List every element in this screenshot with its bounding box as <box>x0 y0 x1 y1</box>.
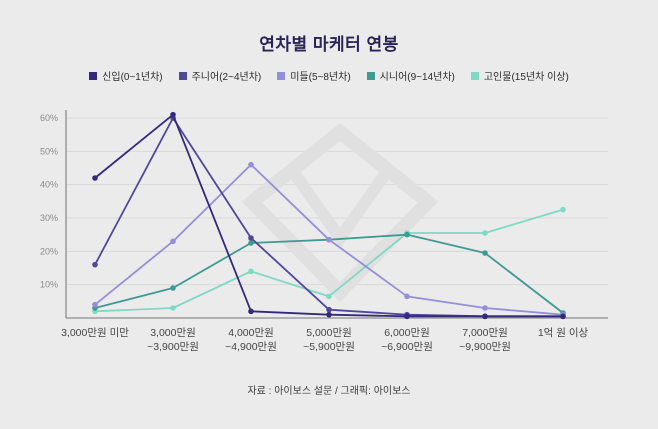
x-tick-label: ~9,900만원 <box>459 341 511 353</box>
data-point-marker <box>248 161 254 168</box>
data-point-marker <box>482 313 488 320</box>
legend-item: 미들(5~8년차) <box>277 68 351 83</box>
x-tick-label: 7,000만원 <box>462 327 508 339</box>
data-point-marker <box>482 230 488 236</box>
data-point-marker <box>326 293 332 300</box>
data-point-marker <box>482 250 488 256</box>
y-tick-label: 10% <box>40 280 58 290</box>
data-point-marker <box>326 236 332 243</box>
legend-label: 미들(5~8년차) <box>290 72 351 83</box>
legend: 신입(0~1년차) 주니어(2~4년차) 미들(5~8년차) 시니어(9~14년차) 고… <box>0 68 658 83</box>
data-point-marker <box>560 313 566 320</box>
data-point-marker <box>92 261 98 268</box>
data-point-marker <box>170 238 176 245</box>
legend-item: 고인물(15년차 이상) <box>470 68 569 83</box>
x-tick-label: 3,000만원 <box>150 327 196 339</box>
y-tick-label: 40% <box>40 180 58 190</box>
data-point-marker <box>248 308 254 315</box>
data-point-marker <box>248 235 254 241</box>
y-tick-label: 20% <box>40 246 58 256</box>
legend-swatch <box>366 71 375 80</box>
legend-item: 신입(0~1년차) <box>89 68 163 83</box>
watermark-logo-icon <box>241 123 439 303</box>
legend-label: 시니어(9~14년차) <box>379 72 455 83</box>
x-tick-label: 3,000만원 미만 <box>61 327 129 339</box>
y-tick-label: 30% <box>40 213 58 223</box>
x-tick-label: 1억 원 이상 <box>538 327 589 339</box>
legend-swatch <box>470 71 479 80</box>
x-tick-label: ~6,900만원 <box>381 341 433 353</box>
data-point-marker <box>248 268 254 275</box>
data-point-marker <box>170 111 176 118</box>
x-tick-label: 4,000만원 <box>228 327 274 339</box>
legend-item: 주니어(2~4년차) <box>178 68 262 83</box>
data-point-marker <box>404 231 410 238</box>
y-tick-label: 60% <box>40 113 58 123</box>
data-point-marker <box>326 311 332 318</box>
data-point-marker <box>404 313 410 320</box>
watermark-logo-icon <box>287 166 393 249</box>
data-point-marker <box>404 293 410 300</box>
x-tick-label: 6,000만원 <box>384 327 430 339</box>
x-tick-label: ~3,900만원 <box>147 341 199 353</box>
legend-item: 시니어(9~14년차) <box>366 68 455 83</box>
page-title: 연차별 마케터 연봉 <box>259 35 399 54</box>
legend-label: 고인물(15년차 이상) <box>483 72 569 83</box>
y-tick-label: 50% <box>40 146 58 156</box>
source-caption: 자료 : 아이보스 설문 / 그래픽: 아이보스 <box>247 386 411 397</box>
x-tick-label: 5,000만원 <box>306 327 352 339</box>
x-tick-label: ~5,900만원 <box>303 341 355 353</box>
data-point-marker <box>92 301 98 308</box>
legend-swatch <box>89 71 98 80</box>
legend-swatch <box>277 71 286 80</box>
data-point-marker <box>248 240 254 246</box>
legend-label: 주니어(2~4년차) <box>191 72 262 83</box>
legend-swatch <box>178 71 187 80</box>
legend-label: 신입(0~1년차) <box>102 72 163 83</box>
data-point-marker <box>170 285 176 291</box>
data-point-marker <box>560 206 566 213</box>
data-point-marker <box>326 306 332 313</box>
data-point-marker <box>92 175 98 181</box>
data-point-marker <box>170 305 176 311</box>
data-point-marker <box>482 305 488 311</box>
x-tick-label: ~4,900만원 <box>225 341 277 353</box>
